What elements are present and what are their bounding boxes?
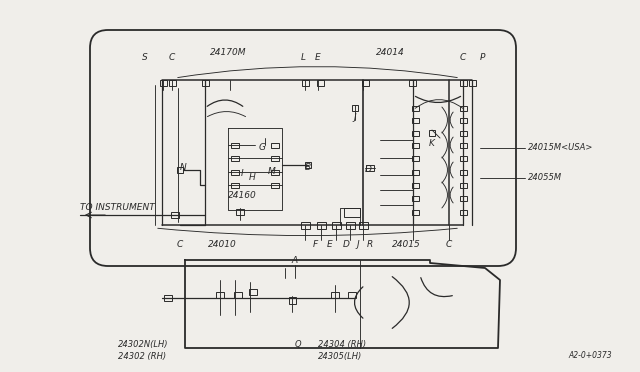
Text: L: L (301, 53, 305, 62)
Bar (177, 167, 183, 173)
Bar (271, 183, 279, 187)
Bar (202, 80, 209, 86)
Text: Q: Q (295, 340, 301, 349)
Text: B: B (305, 163, 311, 171)
Bar (460, 155, 467, 160)
Bar (331, 292, 339, 298)
Text: 24160: 24160 (228, 192, 257, 201)
Bar (171, 212, 179, 218)
Bar (249, 289, 257, 295)
Text: F: F (312, 240, 317, 249)
Bar (460, 209, 467, 215)
Bar (168, 80, 175, 86)
Text: C: C (460, 53, 466, 62)
Bar (460, 118, 467, 122)
Text: C: C (446, 240, 452, 249)
Text: 24302 (RH): 24302 (RH) (118, 352, 166, 361)
Bar (352, 105, 358, 111)
Text: D: D (365, 164, 371, 173)
Bar (429, 130, 435, 136)
Bar (412, 118, 419, 122)
Bar (344, 208, 360, 217)
Text: E: E (315, 53, 321, 62)
Text: 24014: 24014 (376, 48, 404, 57)
Bar (460, 80, 467, 86)
Text: E: E (327, 240, 333, 249)
Text: 24304 (RH): 24304 (RH) (318, 340, 366, 349)
Bar (271, 170, 279, 174)
Text: C: C (177, 240, 183, 249)
Text: 24302N(LH): 24302N(LH) (118, 340, 168, 349)
Bar (412, 183, 419, 187)
Bar (271, 142, 279, 148)
Bar (412, 155, 419, 160)
Bar (317, 221, 326, 228)
Bar (305, 162, 311, 168)
Bar (317, 80, 323, 86)
Bar (332, 221, 340, 228)
Bar (346, 221, 355, 228)
Bar (412, 170, 419, 174)
Text: K: K (429, 138, 435, 148)
Text: P: P (479, 53, 484, 62)
Bar (468, 80, 476, 86)
Text: D: D (342, 240, 349, 249)
Bar (231, 170, 239, 174)
Bar (348, 292, 356, 298)
Text: A: A (292, 256, 298, 265)
Bar (231, 142, 239, 148)
Bar (460, 196, 467, 201)
Text: 24010: 24010 (207, 240, 236, 249)
Bar (408, 80, 415, 86)
Bar (231, 155, 239, 160)
Text: I: I (241, 170, 243, 179)
Bar (234, 292, 242, 298)
Bar (362, 80, 369, 86)
Bar (412, 142, 419, 148)
Text: C: C (169, 53, 175, 62)
Text: H: H (248, 173, 255, 183)
Bar (366, 165, 374, 171)
Text: J: J (356, 240, 359, 249)
Text: M: M (268, 167, 276, 176)
Bar (289, 296, 296, 304)
Text: 24015: 24015 (392, 240, 420, 249)
Text: TO INSTRUMENT: TO INSTRUMENT (80, 203, 155, 212)
Text: 24055M: 24055M (528, 173, 562, 183)
Bar (231, 183, 239, 187)
Text: N: N (180, 164, 186, 173)
Bar (271, 155, 279, 160)
Bar (358, 221, 367, 228)
Text: A2-0+0373: A2-0+0373 (568, 351, 612, 360)
Bar (412, 131, 419, 135)
Bar (460, 131, 467, 135)
Text: 24305(LH): 24305(LH) (318, 352, 362, 361)
Text: G: G (259, 144, 266, 153)
Bar (301, 221, 310, 228)
Text: S: S (142, 53, 148, 62)
Bar (159, 80, 166, 86)
Bar (412, 196, 419, 201)
Bar (460, 106, 467, 110)
Bar (236, 209, 244, 215)
Text: 24170M: 24170M (210, 48, 246, 57)
Bar (412, 106, 419, 110)
Bar (216, 292, 224, 298)
Bar (460, 142, 467, 148)
Bar (460, 183, 467, 187)
Bar (460, 170, 467, 174)
Bar (412, 209, 419, 215)
Text: R: R (367, 240, 373, 249)
Text: J: J (354, 113, 356, 122)
Bar (164, 295, 172, 301)
Text: 24015M<USA>: 24015M<USA> (528, 144, 593, 153)
Bar (301, 80, 308, 86)
